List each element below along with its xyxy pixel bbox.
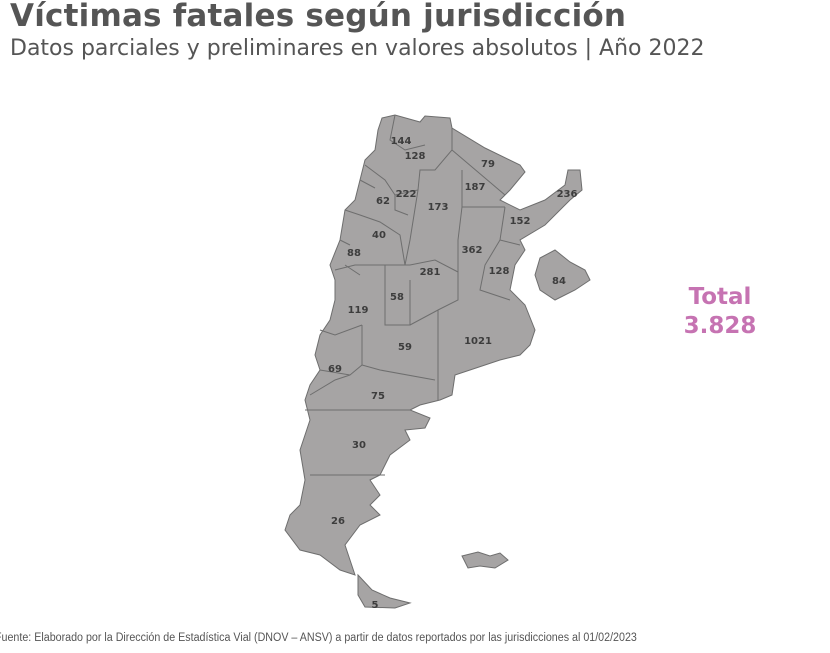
jurisdiction-value-label: 187: [465, 182, 486, 193]
total-box: Total 3.828: [660, 283, 780, 341]
page-title: Víctimas fatales según jurisdicción: [10, 0, 627, 34]
jurisdiction-value-label: 88: [347, 248, 361, 259]
jurisdiction-value-label: 1021: [464, 336, 492, 347]
jurisdiction-value-label: 152: [510, 216, 531, 227]
jurisdiction-value-label: 362: [462, 245, 483, 256]
total-value: 3.828: [683, 313, 757, 339]
jurisdiction-value-label: 173: [428, 202, 449, 213]
jurisdiction-value-label: 119: [348, 305, 369, 316]
mainland-shape: [284, 114, 583, 576]
jurisdiction-value-label: 58: [390, 292, 404, 303]
source-note: Fuente: Elaborado por la Dirección de Es…: [0, 632, 637, 644]
jurisdiction-value-label: 62: [376, 196, 390, 207]
jurisdiction-value-label: 79: [481, 159, 495, 170]
jurisdiction-value-label: 84: [552, 276, 566, 287]
jurisdiction-value-label: 69: [328, 364, 342, 375]
jurisdiction-value-label: 222: [396, 189, 417, 200]
page-subtitle: Datos parciales y preliminares en valore…: [10, 36, 705, 61]
province-borders: [305, 114, 521, 476]
jurisdiction-value-label: 75: [371, 391, 385, 402]
jurisdiction-value-label: 281: [420, 267, 441, 278]
jurisdiction-value-label: 59: [398, 342, 412, 353]
jurisdiction-value-label: 236: [557, 189, 578, 200]
jurisdiction-value-label: 5: [372, 600, 379, 611]
jurisdiction-value-label: 144: [391, 136, 412, 147]
malvinas-shape: [461, 551, 509, 569]
total-label: Total: [688, 284, 752, 310]
caba-inset-shape: [534, 249, 591, 301]
jurisdiction-value-label: 26: [331, 516, 345, 527]
jurisdiction-value-label: 128: [489, 266, 510, 277]
tierra-del-fuego-shape: [357, 573, 412, 609]
jurisdiction-value-label: 40: [372, 230, 386, 241]
jurisdiction-value-label: 30: [352, 440, 366, 451]
jurisdiction-value-label: 128: [405, 151, 426, 162]
